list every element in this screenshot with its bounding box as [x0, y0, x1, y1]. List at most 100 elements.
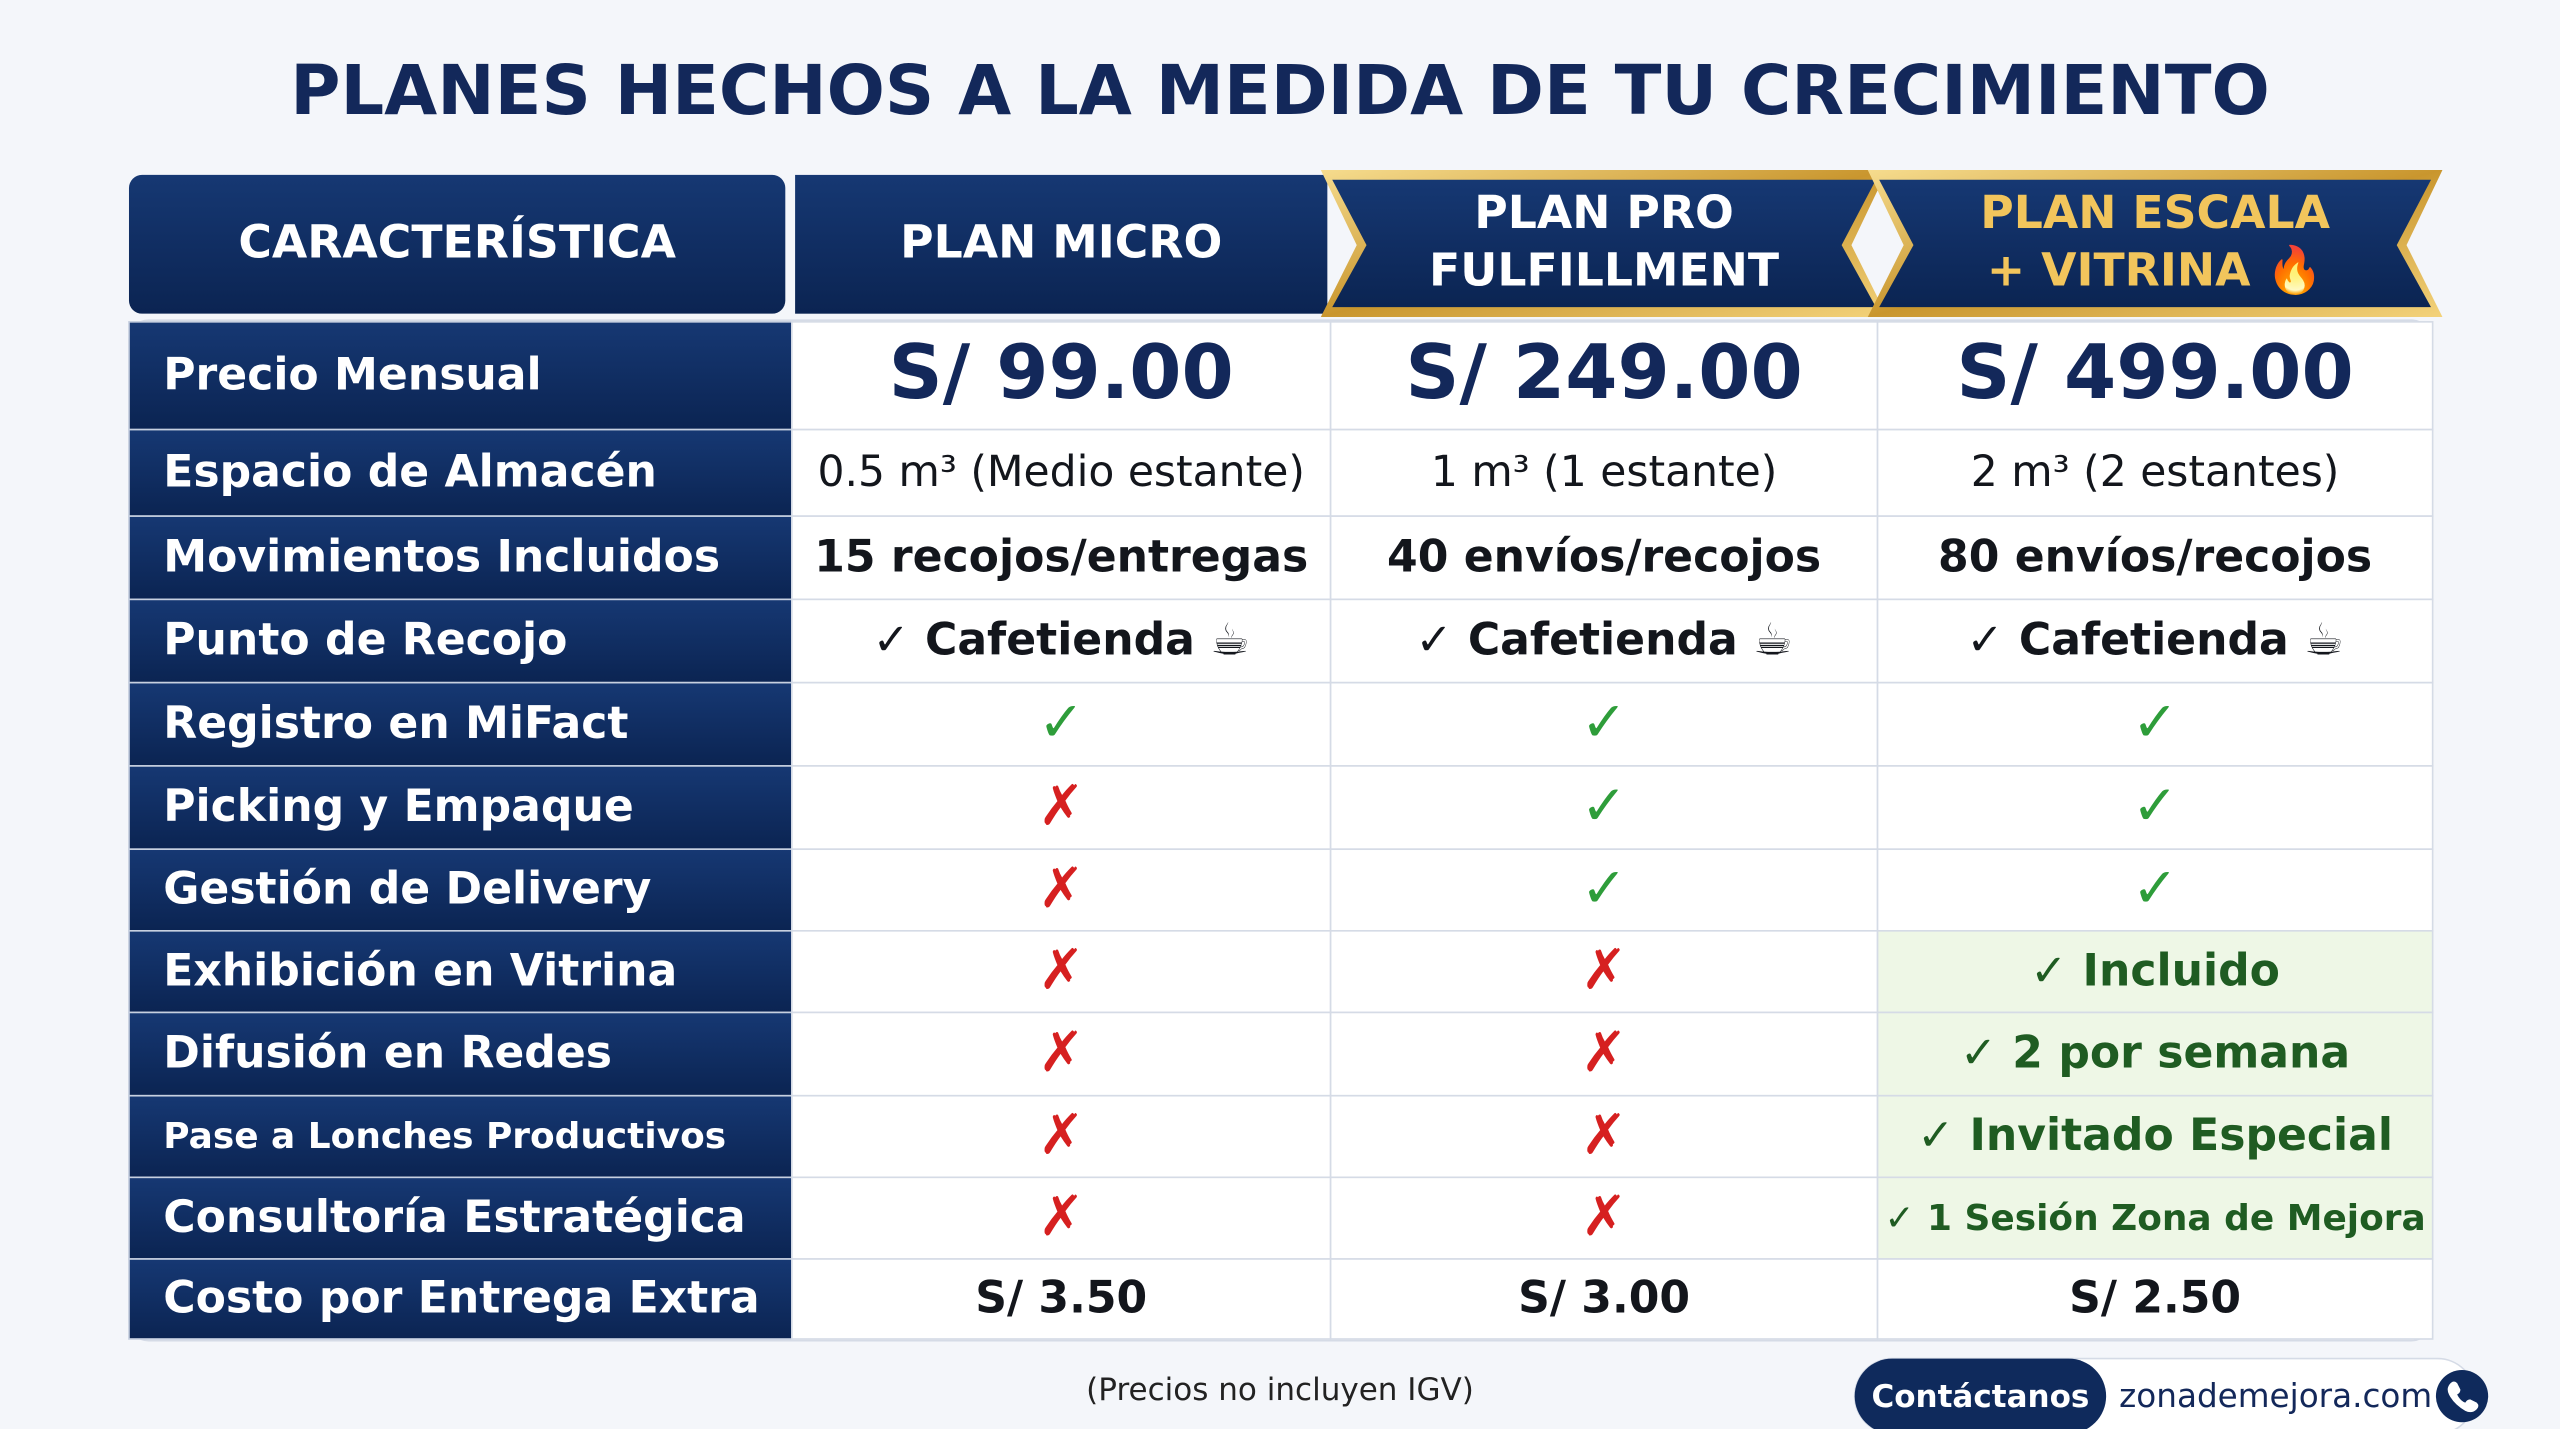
- value-text: ✓: [2132, 856, 2179, 921]
- row-label-cell: [128, 681, 793, 767]
- value-text: ✓ Cafetienda ☕: [873, 615, 1250, 666]
- value-text: 15 recojos/entregas: [814, 531, 1308, 582]
- value-cell: [791, 1094, 1332, 1179]
- value-text: ✓ 1 Sesión Zona de Mejora: [1884, 1198, 2425, 1239]
- value-text: ✓ Incluido: [2030, 945, 2280, 996]
- value-cell: [791, 1011, 1332, 1097]
- row-label-cell: [128, 1258, 793, 1340]
- header-label: PLAN MICRO: [900, 216, 1222, 269]
- value-cell: [1876, 681, 2434, 767]
- value-cell: [1876, 515, 2434, 601]
- row-label: Precio Mensual: [163, 349, 541, 400]
- header-label: + VITRINA 🔥: [1987, 243, 2323, 296]
- website[interactable]: zonademejora.com: [2119, 1377, 2432, 1415]
- header-label: CARACTERÍSTICA: [238, 215, 676, 269]
- value-text: ✓: [1581, 773, 1628, 838]
- value-text: ✗: [1038, 1102, 1085, 1167]
- value-text: 1 m³ (1 estante): [1431, 448, 1777, 497]
- value-text: S/ 99.00: [889, 328, 1234, 416]
- value-cell: [791, 515, 1332, 601]
- value-cell: [1329, 515, 1879, 601]
- row-label-cell: [128, 598, 793, 684]
- phone-icon: [2435, 1370, 2489, 1423]
- header-cell: [128, 174, 786, 314]
- value-text: S/ 249.00: [1405, 328, 1802, 416]
- row-label: Punto de Recojo: [163, 615, 567, 666]
- value-cell: [1329, 598, 1879, 684]
- contact-button[interactable]: [1854, 1358, 2107, 1429]
- value-cell: [1329, 1176, 1879, 1260]
- header-cell: [1879, 179, 2432, 308]
- header-label: PLAN ESCALA: [1980, 186, 2330, 239]
- value-cell: [1329, 848, 1879, 932]
- phone-glyph: [2447, 1381, 2479, 1413]
- value-text: ✗: [1038, 1020, 1085, 1085]
- table: CARACTERÍSTICA PLAN MICRO PLAN PROFULFILLM…: [128, 170, 2443, 1340]
- value-text: 2 m³ (2 estantes): [1971, 448, 2340, 497]
- value-cell: [1329, 1258, 1879, 1340]
- value-text: ✗: [1581, 1102, 1628, 1167]
- row-label: Consultoría Estratégica: [163, 1192, 745, 1243]
- value-cell: [791, 681, 1332, 767]
- value-cell: [1876, 598, 2434, 684]
- value-cell: [1876, 1011, 2434, 1097]
- value-cell: [791, 1258, 1332, 1340]
- value-cell: [1876, 1176, 2434, 1260]
- value-text: ✓ Invitado Especial: [1917, 1110, 2393, 1161]
- header-label: FULFILLMENT: [1429, 243, 1779, 296]
- row-label: Picking y Empaque: [163, 781, 633, 832]
- value-cell: [1876, 765, 2434, 851]
- header-cell: [1332, 179, 1876, 308]
- value-text: ✓: [2132, 690, 2179, 755]
- value-text: S/ 2.50: [2069, 1273, 2241, 1324]
- value-text: ✗: [1581, 1184, 1628, 1249]
- footnote: (Precios no incluyen IGV): [1086, 1372, 1474, 1408]
- value-text: ✓: [1581, 856, 1628, 921]
- value-text: S/ 499.00: [1956, 328, 2353, 416]
- value-text: ✓: [2132, 773, 2179, 838]
- value-text: S/ 3.50: [975, 1273, 1147, 1324]
- value-text: ✗: [1038, 856, 1085, 921]
- row-label-cell: [128, 321, 793, 431]
- header-label: PLAN PRO: [1474, 186, 1734, 239]
- value-cell: [1876, 1094, 2434, 1179]
- row-label: Exhibición en Vitrina: [163, 945, 677, 996]
- row-label: Gestión de Delivery: [163, 864, 651, 915]
- value-text: S/ 3.00: [1518, 1273, 1690, 1324]
- value-cell: [1329, 681, 1879, 767]
- row-label: Movimientos Incluidos: [163, 531, 720, 582]
- row-label: Espacio de Almacén: [163, 447, 657, 498]
- value-text: ✓ Cafetienda ☕: [1416, 615, 1793, 666]
- value-cell: [1329, 765, 1879, 851]
- row-label-cell: [128, 765, 793, 851]
- value-cell: [791, 428, 1332, 517]
- value-text: ✗: [1038, 1184, 1085, 1249]
- value-cell: [791, 598, 1332, 684]
- row-label: Pase a Lonches Productivos: [163, 1116, 726, 1157]
- value-text: ✓: [1581, 690, 1628, 755]
- value-cell: [791, 321, 1332, 431]
- value-text: 40 envíos/recojos: [1387, 531, 1821, 582]
- row-label: Difusión en Redes: [163, 1028, 612, 1079]
- value-cell: [1876, 428, 2434, 517]
- value-text: 0.5 m³ (Medio estante): [818, 448, 1305, 497]
- value-text: ✓: [1038, 690, 1085, 755]
- value-cell: [1329, 1094, 1879, 1179]
- row-label-cell: [128, 515, 793, 601]
- value-cell: [1876, 1258, 2434, 1340]
- value-cell: [1329, 930, 1879, 1014]
- row-label: Registro en MiFact: [163, 698, 628, 749]
- value-text: ✓ 2 por semana: [1960, 1028, 2350, 1079]
- row-label-cell: [128, 1176, 793, 1260]
- contact-button-label[interactable]: Contáctanos: [1871, 1379, 2089, 1415]
- value-cell: [1876, 321, 2434, 431]
- value-text: ✗: [1581, 937, 1628, 1002]
- value-text: ✗: [1581, 1020, 1628, 1085]
- value-cell: [1876, 930, 2434, 1014]
- header-cell: [795, 174, 1328, 314]
- row-label-cell: [128, 848, 793, 932]
- row-label: Costo por Entrega Extra: [163, 1273, 759, 1324]
- value-text: ✓ Cafetienda ☕: [1967, 615, 2344, 666]
